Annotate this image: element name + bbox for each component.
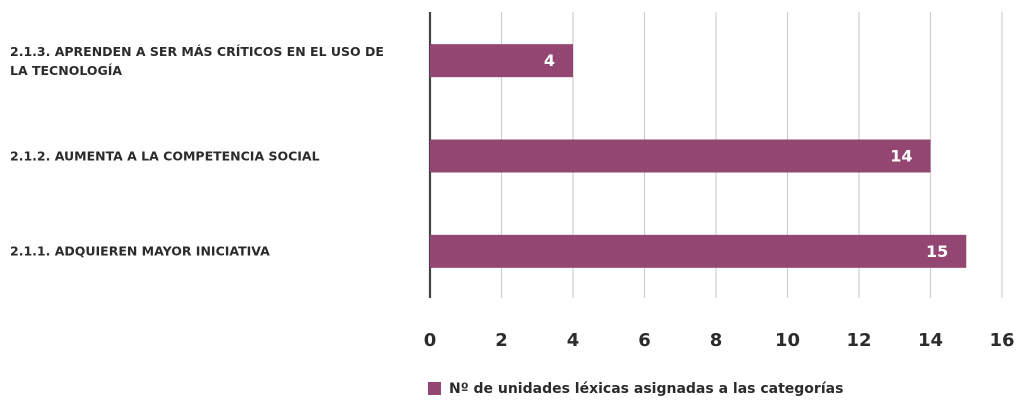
data-label: 14 [890, 147, 912, 166]
x-tick-label: 16 [989, 330, 1014, 351]
data-label: 4 [544, 51, 555, 70]
x-tick-label: 12 [846, 330, 871, 351]
x-tick-label: 6 [638, 330, 651, 351]
legend-swatch [428, 382, 441, 395]
y-tick-label: 2.1.3. APRENDEN A SER MÁS CRÍTICOS EN EL… [10, 43, 384, 78]
x-tick-label: 2 [495, 330, 508, 351]
y-tick-label: 2.1.2. AUMENTA A LA COMPETENCIA SOCIAL [10, 148, 320, 164]
x-tick-label: 8 [710, 330, 723, 351]
bar [430, 139, 931, 173]
bar [430, 234, 967, 268]
legend-label: Nº de unidades léxicas asignadas a las c… [449, 381, 843, 397]
bar [430, 44, 573, 78]
data-label: 15 [926, 242, 948, 261]
x-tick-label: 10 [775, 330, 800, 351]
x-tick-label: 4 [567, 330, 580, 351]
y-tick-label: 2.1.1. ADQUIEREN MAYOR INICIATIVA [10, 243, 270, 259]
x-tick-label: 0 [424, 330, 437, 351]
x-tick-label: 14 [918, 330, 943, 351]
